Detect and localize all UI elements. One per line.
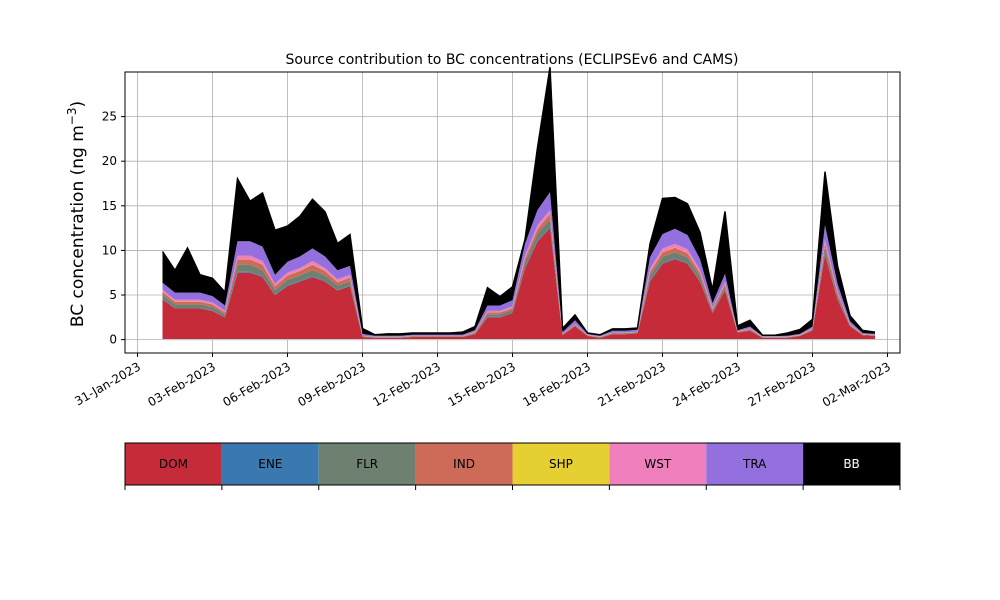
legend-swatch-ind [415,443,513,485]
total-line [161,67,876,336]
legend-label-bb: BB [843,457,859,471]
axes: 0 5 10 15 20 25 31-Jan-2023 03-Feb-2023 06-Feb-2… [72,71,901,410]
legend-label-flr: FLR [356,457,378,471]
legend-label-wst: WST [644,457,671,471]
x-tick-label: 27-Feb-2023 [745,359,818,409]
legend-colorbar: DOM ENE FLR IND SHP WST TRA BB [124,442,901,490]
area-flr [162,219,875,338]
x-tick-label: 15-Feb-2023 [445,359,518,409]
legend-swatch-ene [221,443,319,485]
legend-swatch-bb [803,443,900,485]
legend-swatch-wst [609,443,707,485]
x-tick-label: 21-Feb-2023 [595,359,668,409]
area-tra [162,192,875,337]
x-tick-label: 06-Feb-2023 [220,359,293,409]
y-tick-label: 20 [102,154,117,168]
y-axis-label-superscript: −3 [65,107,79,125]
legend-swatch-shp [512,443,610,485]
x-tick-label: 12-Feb-2023 [370,359,443,409]
legend-label-shp: SHP [549,457,573,471]
y-tick-label: 15 [102,199,117,213]
y-tick-label: 0 [109,333,117,347]
x-tick-label: 09-Feb-2023 [295,359,368,409]
x-tick-label: 24-Feb-2023 [670,359,743,409]
x-tick-label: 03-Feb-2023 [145,359,218,409]
area-bb [162,67,875,337]
x-tick-label: 31-Jan-2023 [72,359,143,408]
legend-label-ene: ENE [258,457,282,471]
stacked-areas [161,67,876,341]
area-dom [162,228,875,340]
legend-label-dom: DOM [159,457,188,471]
y-tick-label: 5 [109,288,117,302]
y-axis-label: BC concentration (ng m−3) [65,101,88,327]
legend-swatch-dom [125,443,222,485]
legend-swatch-tra [706,443,804,485]
x-tick-label: 02-Mar-2023 [820,359,893,409]
legend-swatch-flr [318,443,416,485]
chart-title: Source contribution to BC concentrations… [285,52,738,68]
x-tick-label: 18-Feb-2023 [520,359,593,409]
legend-label-tra: TRA [742,457,767,471]
legend-label-ind: IND [453,457,475,471]
y-tick-label: 25 [102,110,117,124]
y-tick-label: 10 [102,243,117,257]
